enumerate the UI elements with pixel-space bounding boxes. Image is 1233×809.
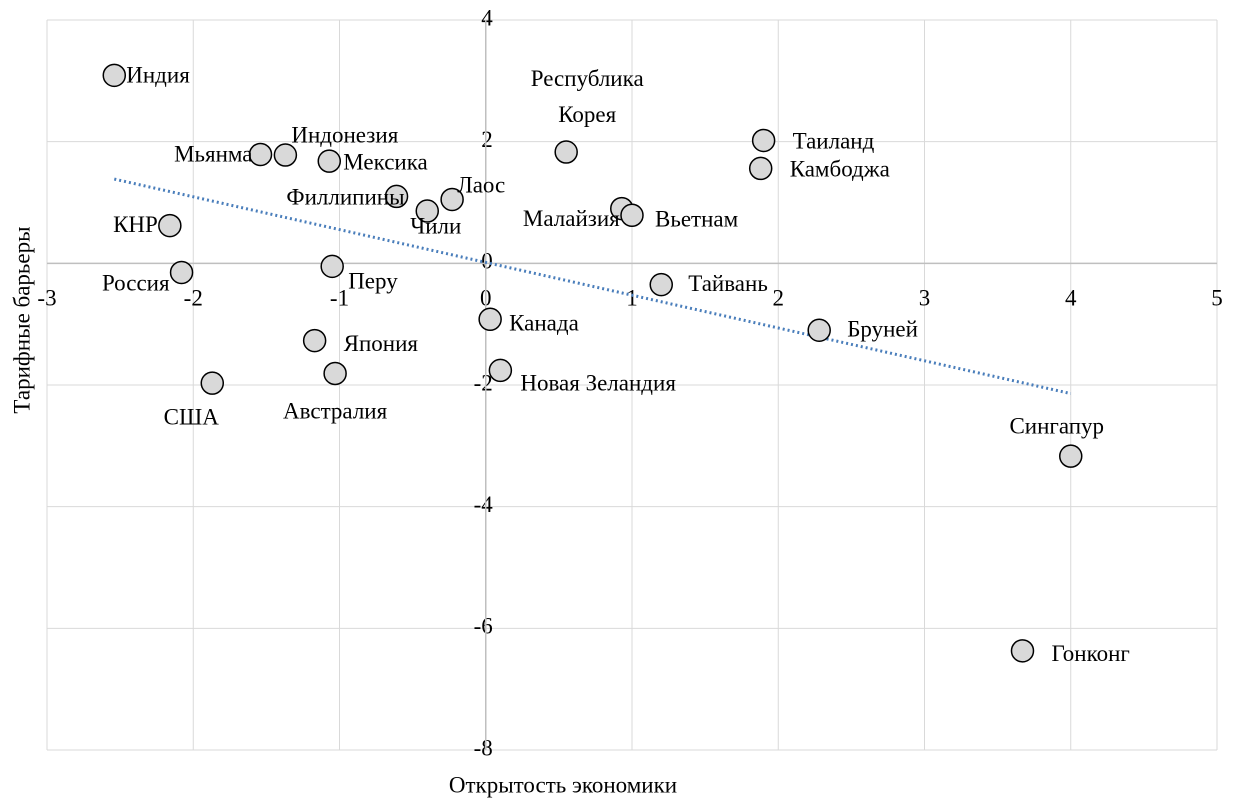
x-tick-label: -1 [330, 286, 349, 311]
y-tick-label: 4 [481, 5, 493, 30]
point-label: Тайвань [688, 271, 768, 296]
point [1010, 639, 1035, 663]
point [302, 328, 327, 353]
y-tick-label: 0 [481, 249, 493, 274]
point-label: Индонезия [291, 122, 398, 147]
y-axis-title: Тарифные барьеры [9, 226, 34, 413]
point-label: Республика Корея [531, 66, 644, 127]
point-label: Перу [348, 269, 398, 294]
point [273, 143, 298, 167]
x-tick-label: -2 [184, 286, 203, 311]
point-label: Вьетнам [655, 207, 739, 232]
point-label: Филлипины [286, 185, 404, 210]
point-label: Чили [410, 213, 461, 238]
point [554, 140, 578, 164]
point [488, 358, 513, 383]
y-tick-label: -2 [474, 370, 493, 395]
point-label: Россия [102, 271, 170, 296]
x-tick-label: -3 [37, 286, 56, 311]
point-label: Сингапур [1009, 413, 1104, 438]
point [751, 128, 776, 153]
point [807, 318, 831, 342]
x-tick-label: 4 [1065, 286, 1077, 311]
y-tick-label: -4 [474, 492, 494, 517]
point [1059, 444, 1083, 468]
x-tick-label: 2 [773, 286, 785, 311]
y-tick-label: 2 [481, 127, 493, 152]
point-label: Индия [126, 63, 190, 88]
x-tick-label: 3 [919, 286, 931, 311]
point [649, 272, 673, 297]
point-label: Таиланд [793, 129, 875, 154]
point [415, 199, 439, 223]
point-label: Бруней [847, 317, 918, 342]
x-tick-label: 5 [1211, 286, 1223, 311]
trendline [113, 177, 1072, 396]
point [384, 184, 409, 209]
point [748, 156, 773, 181]
x-axis-title: Открытость экономики [449, 772, 677, 797]
y-tick-label: -8 [474, 735, 493, 760]
point-label: Гонконг [1051, 641, 1129, 666]
point [102, 63, 127, 88]
point-label: Камбоджа [790, 157, 890, 182]
point [317, 149, 342, 173]
point [620, 203, 644, 228]
point [200, 371, 225, 395]
point-label: Канада [509, 311, 579, 336]
point [440, 187, 464, 212]
point-label: Мексика [343, 149, 428, 174]
point-label: Австралия [283, 399, 388, 424]
point-label: Лаос [457, 173, 505, 198]
point-label: Малайзия [523, 206, 620, 231]
point [320, 254, 344, 279]
y-tick-label: -6 [474, 614, 493, 639]
point-label: Новая Зеландия [520, 371, 676, 396]
point [169, 260, 194, 285]
point [158, 213, 182, 238]
point-label: США [164, 404, 220, 429]
point-label: КНР [113, 212, 158, 237]
point-label: Япония [344, 331, 419, 356]
point [478, 307, 502, 332]
x-tick-label: 1 [626, 286, 638, 311]
point [248, 142, 273, 167]
point-label: Мьянма [174, 142, 252, 167]
point [323, 361, 347, 386]
